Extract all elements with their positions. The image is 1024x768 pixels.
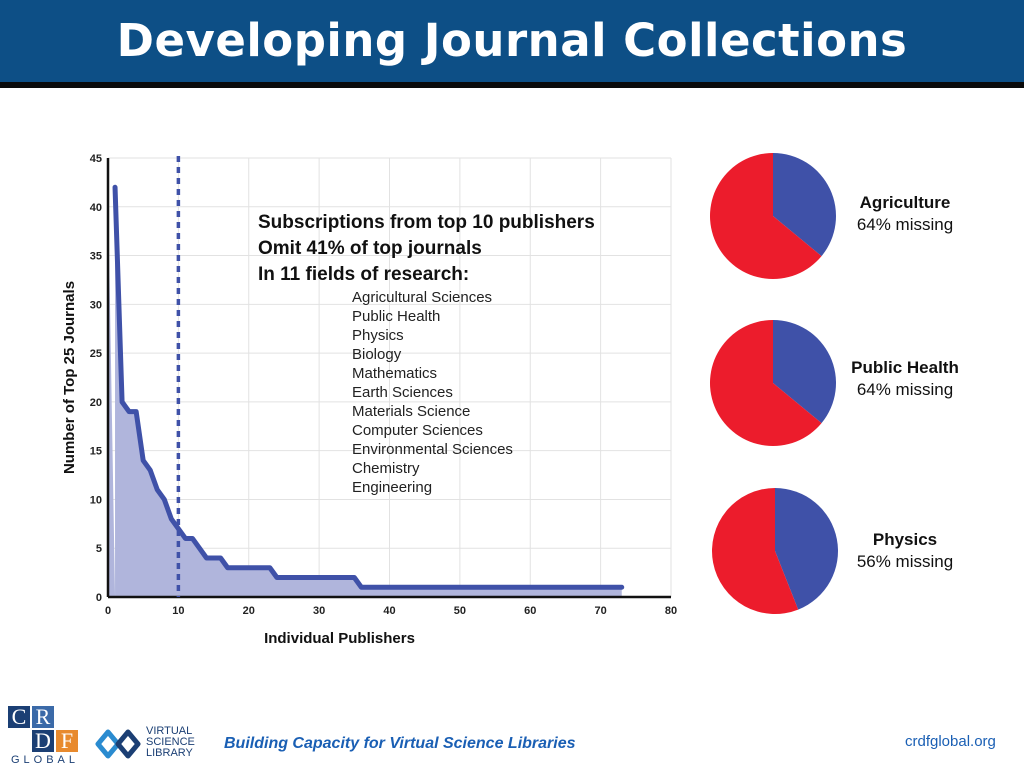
field-item: Physics bbox=[352, 327, 404, 344]
x-tick-label: 60 bbox=[524, 605, 536, 617]
y-tick-label: 30 bbox=[90, 299, 102, 311]
line-area-chart: 0 10 20 30 40 50 60 70 80 0 5 10 15 20 25 30 35 40 45 Indiv… bbox=[61, 153, 677, 647]
page-title: Developing Journal Collections bbox=[116, 14, 908, 67]
field-item: Agricultural Sciences bbox=[352, 289, 493, 306]
y-tick-label: 15 bbox=[90, 446, 102, 458]
pie-chart-physics bbox=[712, 488, 839, 614]
pie-name: Public Health bbox=[851, 358, 959, 377]
field-item: Materials Science bbox=[352, 403, 471, 420]
pie-slice-missing bbox=[710, 153, 822, 279]
area-fill bbox=[108, 187, 622, 597]
annotation-line: Subscriptions from top 10 publishers bbox=[258, 212, 595, 233]
crdf-letter: F bbox=[56, 730, 78, 752]
pie-slice-present bbox=[773, 320, 836, 424]
pie-label-physics: Physics 56% missing bbox=[835, 529, 975, 573]
pie-slice-present bbox=[775, 488, 839, 610]
chart-annotation: Subscriptions from top 10 publishers Omi… bbox=[258, 210, 595, 288]
vsl-wordmark: VIRTUAL SCIENCE LIBRARY bbox=[146, 726, 195, 759]
x-tick-label: 50 bbox=[454, 605, 466, 617]
field-item: Mathematics bbox=[352, 365, 438, 382]
pie-chart-agriculture bbox=[710, 153, 836, 279]
pie-slice-missing bbox=[710, 320, 822, 446]
pie-name: Physics bbox=[872, 530, 938, 549]
x-tick-label: 80 bbox=[665, 605, 677, 617]
crdf-letter: R bbox=[32, 706, 54, 728]
field-item: Environmental Sciences bbox=[352, 441, 513, 458]
footer-tagline: Building Capacity for Virtual Science Li… bbox=[224, 735, 576, 752]
pie-slice-missing bbox=[712, 488, 799, 614]
x-tick-label: 20 bbox=[243, 605, 255, 617]
pie-chart-public-health bbox=[710, 320, 836, 446]
y-tick-label: 20 bbox=[90, 397, 102, 409]
y-axis-title: Number of Top 25 Journals bbox=[61, 281, 78, 474]
crdf-global-word: GLOBAL bbox=[10, 754, 80, 766]
vsl-line: SCIENCE bbox=[146, 736, 195, 748]
x-tick-label: 40 bbox=[383, 605, 395, 617]
field-item: Earth Sciences bbox=[352, 384, 453, 401]
footer-url[interactable]: crdfglobal.org bbox=[905, 733, 996, 750]
virtual-science-library-logo: VIRTUAL SCIENCE LIBRARY bbox=[94, 724, 206, 764]
pie-caption: 56% missing bbox=[856, 552, 954, 571]
field-item: Engineering bbox=[352, 479, 433, 496]
y-tick-label: 40 bbox=[90, 202, 102, 214]
crdf-letter: D bbox=[32, 730, 54, 752]
pie-label-agriculture: Agriculture 64% missing bbox=[835, 192, 975, 236]
pie-caption: 64% missing bbox=[856, 215, 954, 234]
x-tick-label: 70 bbox=[595, 605, 607, 617]
vsl-line: LIBRARY bbox=[146, 747, 193, 759]
pie-name: Agriculture bbox=[859, 193, 951, 212]
y-tick-label: 5 bbox=[96, 543, 102, 555]
header-rule bbox=[0, 82, 1024, 88]
pie-caption: 64% missing bbox=[856, 380, 954, 399]
y-tick-label: 45 bbox=[90, 153, 102, 165]
x-tick-label: 30 bbox=[313, 605, 325, 617]
fields-list: Agricultural Sciences Public Health Phys… bbox=[352, 288, 513, 497]
x-tick-label: 0 bbox=[105, 605, 111, 617]
annotation-line: In 11 fields of research: bbox=[258, 264, 470, 285]
chain-link-icon bbox=[95, 729, 141, 759]
x-tick-label: 10 bbox=[172, 605, 184, 617]
y-tick-label: 35 bbox=[90, 251, 102, 263]
y-tick-label: 0 bbox=[96, 592, 102, 604]
y-tick-label: 10 bbox=[90, 494, 102, 506]
header-bar bbox=[0, 0, 1024, 82]
y-tick-label: 25 bbox=[90, 348, 102, 360]
field-item: Biology bbox=[352, 346, 402, 363]
crdf-letter: C bbox=[8, 706, 30, 728]
field-item: Chemistry bbox=[352, 460, 420, 477]
crdf-global-logo: C R D F GLOBAL bbox=[8, 706, 82, 766]
pie-slice-present bbox=[773, 153, 836, 257]
pie-label-public-health: Public Health 64% missing bbox=[835, 357, 975, 401]
vsl-line: VIRTUAL bbox=[146, 725, 193, 737]
annotation-line: Omit 41% of top journals bbox=[258, 238, 482, 259]
field-item: Computer Sciences bbox=[352, 422, 483, 439]
x-axis-title: Individual Publishers bbox=[264, 630, 415, 647]
field-item: Public Health bbox=[352, 308, 441, 325]
